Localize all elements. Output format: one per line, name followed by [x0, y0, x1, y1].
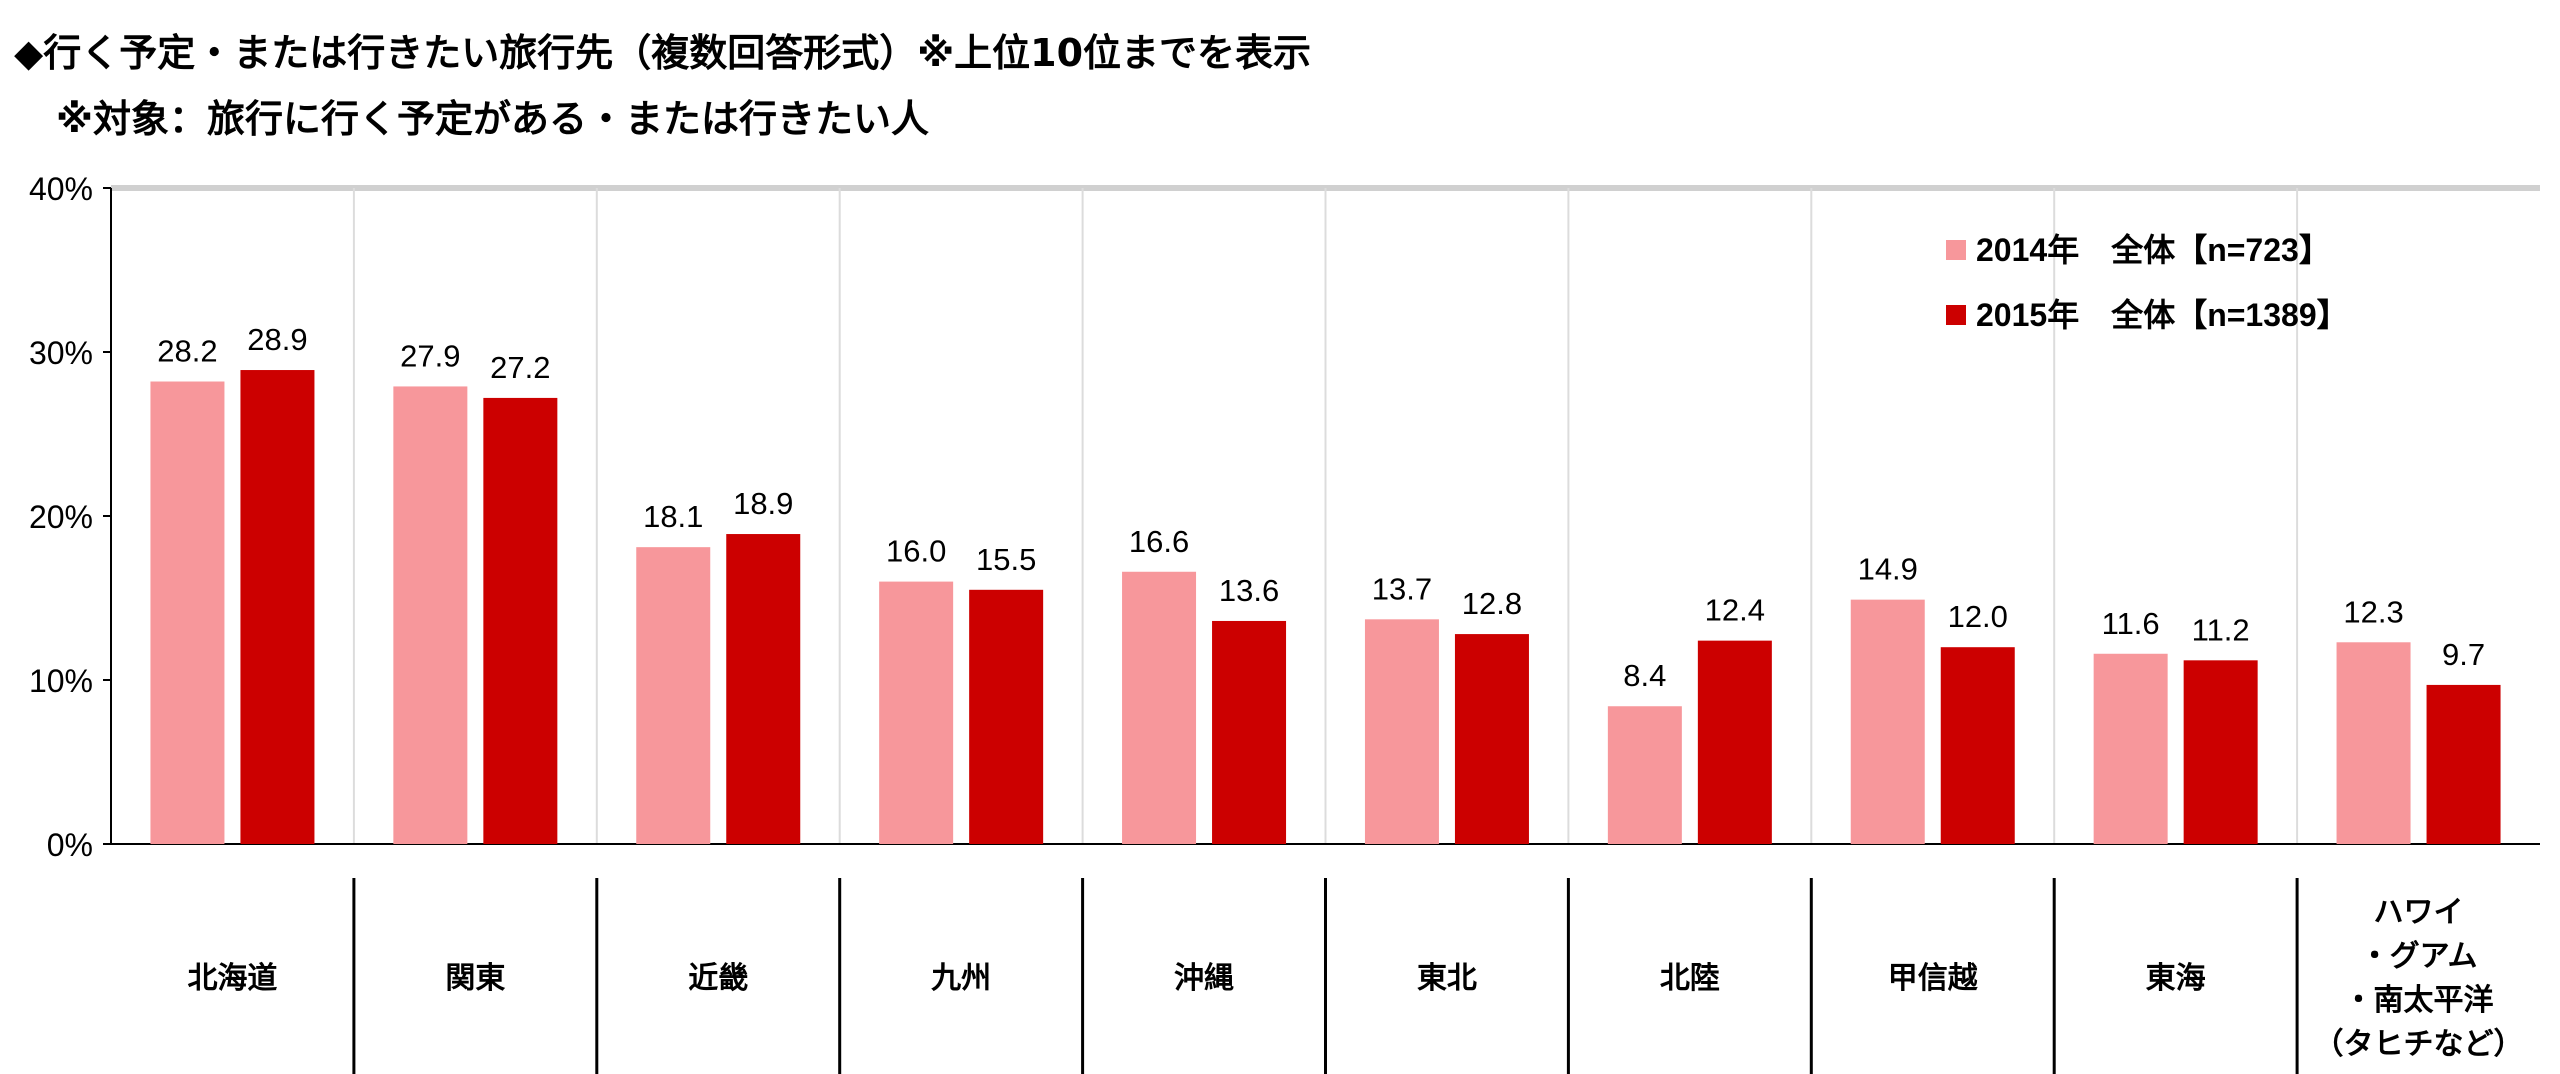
bar-2014: [879, 581, 954, 844]
bar-2014: [1607, 706, 1682, 844]
bar-2014: [636, 547, 711, 844]
category-label: 東北: [1417, 962, 1477, 995]
legend-label: 2014年 全体【n=723】: [1976, 232, 2331, 268]
bar-2015: [2183, 660, 2258, 844]
category-label: ・グアム: [2360, 940, 2478, 973]
bar-2015: [1454, 634, 1529, 844]
category-label: 甲信越: [1888, 962, 1979, 995]
y-tick-label: 10%: [29, 663, 93, 699]
data-label: 12.0: [1948, 599, 2008, 634]
bar-2015: [240, 370, 315, 844]
legend-swatch: [1946, 240, 1966, 260]
data-label: 27.9: [400, 338, 460, 373]
bar-2014: [1850, 599, 1925, 844]
data-label: 15.5: [976, 542, 1036, 577]
y-tick-label: 40%: [29, 171, 93, 207]
bar-2015: [483, 397, 558, 844]
bar-2015: [969, 589, 1044, 844]
chart-subtitle: ※対象：旅行に行く予定がある・または行きたい人: [56, 97, 929, 141]
data-label: 12.8: [1462, 586, 1522, 621]
data-label: 16.0: [886, 534, 946, 569]
category-label: 東海: [2146, 962, 2206, 995]
category-label: 北海道: [187, 962, 277, 995]
legend-label: 2015年 全体【n=1389】: [1976, 297, 2349, 333]
bar-2014: [393, 386, 468, 844]
data-label: 13.7: [1372, 571, 1432, 606]
y-tick-label: 20%: [29, 499, 93, 535]
chart-title: ◆行く予定・または行きたい旅行先（複数回答形式）※上位10位までを表示: [14, 31, 1312, 75]
category-label: 沖縄: [1174, 962, 1234, 995]
bar-2015: [1940, 647, 2015, 844]
bar-2014: [2336, 642, 2411, 844]
data-label: 18.1: [643, 499, 703, 534]
category-label: 関東: [445, 962, 505, 995]
data-label: 28.2: [157, 334, 217, 369]
y-tick-label: 0%: [47, 827, 93, 863]
y-tick-label: 30%: [29, 335, 93, 371]
bar-2014: [150, 381, 225, 844]
category-label: ・南太平洋: [2344, 984, 2494, 1017]
bar-2014: [2093, 653, 2168, 844]
data-label: 16.6: [1129, 524, 1189, 559]
data-label: 12.3: [2343, 594, 2403, 629]
bar-2015: [726, 534, 801, 844]
legend-swatch: [1946, 305, 1966, 325]
data-label: 18.9: [733, 486, 793, 521]
bar-2015: [1697, 640, 1772, 844]
category-label: 近畿: [688, 962, 748, 995]
data-label: 11.2: [2192, 612, 2250, 647]
bar-2015: [1212, 620, 1287, 844]
data-label: 14.9: [1858, 552, 1918, 587]
data-label: 9.7: [2442, 637, 2485, 672]
bar-2015: [2426, 684, 2501, 844]
bar-2014: [1364, 619, 1439, 844]
category-label: 北陸: [1660, 962, 1720, 995]
data-label: 13.6: [1219, 573, 1279, 608]
data-label: 8.4: [1623, 658, 1666, 693]
category-label: ハワイ: [2374, 896, 2464, 929]
data-label: 12.4: [1705, 593, 1765, 628]
category-label: 九州: [931, 962, 991, 995]
bar-2014: [1122, 571, 1197, 844]
data-label: 11.6: [2102, 606, 2160, 641]
category-label: （タヒチなど）: [2314, 1027, 2524, 1061]
data-label: 28.9: [247, 322, 307, 357]
data-label: 27.2: [490, 350, 550, 385]
